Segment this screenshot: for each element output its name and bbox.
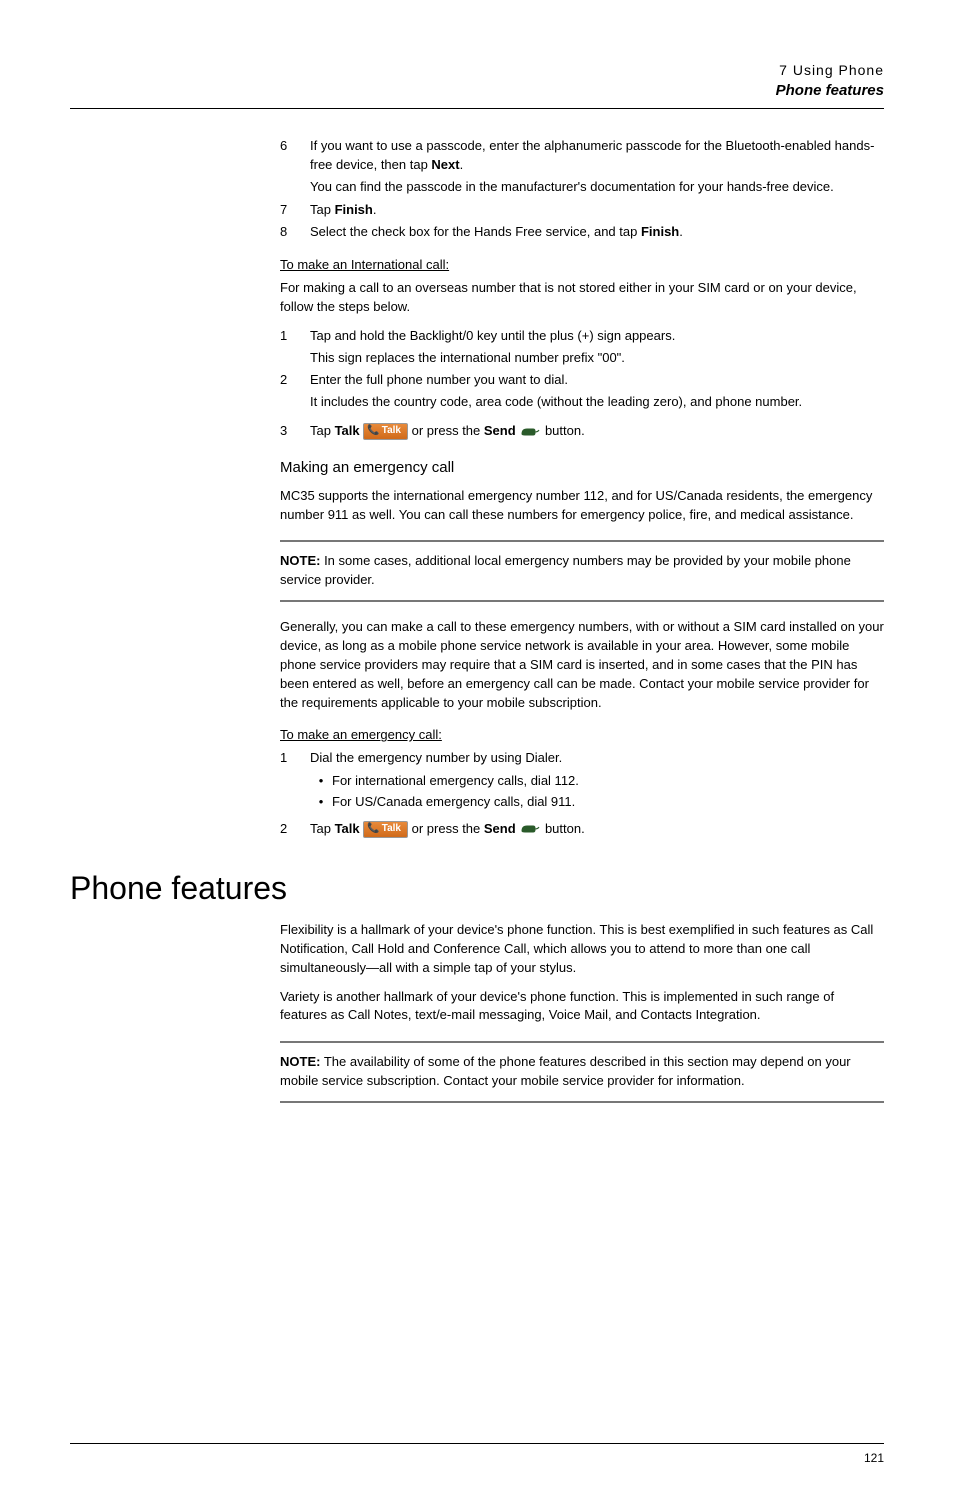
note-2: NOTE: The availability of some of the ph… [280, 1041, 884, 1103]
text: If you want to use a passcode, enter the… [310, 138, 874, 172]
text: Tap [310, 202, 335, 217]
step-text: Dial the emergency number by using Diale… [310, 749, 884, 768]
intl-intro: For making a call to an overseas number … [280, 279, 884, 317]
footer-rule [70, 1443, 884, 1444]
bullet-text: For international emergency calls, dial … [332, 772, 579, 791]
step-number: 6 [280, 137, 310, 197]
step-7: 7 Tap Finish. [280, 201, 884, 220]
step-text: If you want to use a passcode, enter the… [310, 137, 884, 197]
talk-button-icon: 📞Talk [363, 821, 408, 838]
text: button. [545, 423, 585, 438]
phone-icon: 📞 [367, 822, 379, 837]
step-text: Tap Talk 📞Talk or press the Send button. [310, 820, 884, 839]
ui-label-send: Send [484, 821, 516, 836]
text: Select the check box for the Hands Free … [310, 224, 641, 239]
send-icon [519, 426, 541, 438]
send-icon [519, 823, 541, 835]
text: You can find the passcode in the manufac… [310, 178, 884, 197]
ui-label-talk: Talk [335, 423, 360, 438]
step-text: Tap and hold the Backlight/0 key until t… [310, 327, 884, 368]
step-number: 1 [280, 749, 310, 768]
pf-p2: Variety is another hallmark of your devi… [280, 988, 884, 1026]
text: This sign replaces the international num… [310, 349, 884, 368]
text: Enter the full phone number you want to … [310, 371, 884, 390]
ui-label-talk: Talk [335, 821, 360, 836]
bullet-mark: • [310, 793, 332, 812]
step-number: 3 [280, 422, 310, 441]
emergency-p1: MC35 supports the international emergenc… [280, 487, 884, 525]
step-number: 2 [280, 820, 310, 839]
talk-text: Talk [382, 424, 401, 439]
text: or press the [412, 423, 484, 438]
step-number: 7 [280, 201, 310, 220]
em-call-heading: To make an emergency call: [280, 726, 884, 745]
bullet-item: • For international emergency calls, dia… [310, 772, 884, 791]
header-rule [70, 108, 884, 109]
step-number: 1 [280, 327, 310, 368]
main-title: Phone features [70, 865, 884, 911]
step-8: 8 Select the check box for the Hands Fre… [280, 223, 884, 242]
page-number: 121 [70, 1450, 884, 1467]
bullet-mark: • [310, 772, 332, 791]
text: or press the [412, 821, 484, 836]
text: Dial the emergency number by using Diale… [310, 749, 884, 768]
body-content: 6 If you want to use a passcode, enter t… [280, 137, 884, 839]
text: . [373, 202, 377, 217]
bullet-item: • For US/Canada emergency calls, dial 91… [310, 793, 884, 812]
talk-text: Talk [382, 822, 401, 837]
phone-features-content: Flexibility is a hallmark of your device… [280, 921, 884, 1103]
text: . [679, 224, 683, 239]
page-header: 7 Using Phone Phone features [70, 60, 884, 102]
text: Tap and hold the Backlight/0 key until t… [310, 327, 884, 346]
ui-label-finish: Finish [641, 224, 679, 239]
bullet-list: • For international emergency calls, dia… [310, 772, 884, 812]
note-1: NOTE: In some cases, additional local em… [280, 540, 884, 602]
em-step-1: 1 Dial the emergency number by using Dia… [280, 749, 884, 768]
text: . [460, 157, 464, 172]
ui-label-next: Next [431, 157, 459, 172]
bullet-text: For US/Canada emergency calls, dial 911. [332, 793, 575, 812]
ui-label-finish: Finish [335, 202, 373, 217]
chapter-title: 7 Using Phone [70, 60, 884, 80]
text: It includes the country code, area code … [310, 393, 884, 412]
step-number: 2 [280, 371, 310, 412]
note-body: In some cases, additional local emergenc… [280, 553, 851, 587]
note-body: The availability of some of the phone fe… [280, 1054, 851, 1088]
emergency-heading: Making an emergency call [280, 457, 884, 479]
text: Tap [310, 423, 335, 438]
step-6: 6 If you want to use a passcode, enter t… [280, 137, 884, 197]
step-text: Enter the full phone number you want to … [310, 371, 884, 412]
em-step-2: 2 Tap Talk 📞Talk or press the Send butto… [280, 820, 884, 839]
note-lead: NOTE: [280, 553, 320, 568]
intl-step-3: 3 Tap Talk 📞Talk or press the Send butto… [280, 422, 884, 441]
text: button. [545, 821, 585, 836]
step-number: 8 [280, 223, 310, 242]
section-title: Phone features [70, 80, 884, 102]
intl-step-2: 2 Enter the full phone number you want t… [280, 371, 884, 412]
step-text: Select the check box for the Hands Free … [310, 223, 884, 242]
pf-p1: Flexibility is a hallmark of your device… [280, 921, 884, 978]
phone-icon: 📞 [367, 424, 379, 439]
talk-button-icon: 📞Talk [363, 423, 408, 440]
ui-label-send: Send [484, 423, 516, 438]
step-text: Tap Talk 📞Talk or press the Send button. [310, 422, 884, 441]
step-text: Tap Finish. [310, 201, 884, 220]
note-lead: NOTE: [280, 1054, 320, 1069]
intl-call-heading: To make an International call: [280, 256, 884, 275]
intl-step-1: 1 Tap and hold the Backlight/0 key until… [280, 327, 884, 368]
emergency-p2: Generally, you can make a call to these … [280, 618, 884, 712]
text: Tap [310, 821, 335, 836]
